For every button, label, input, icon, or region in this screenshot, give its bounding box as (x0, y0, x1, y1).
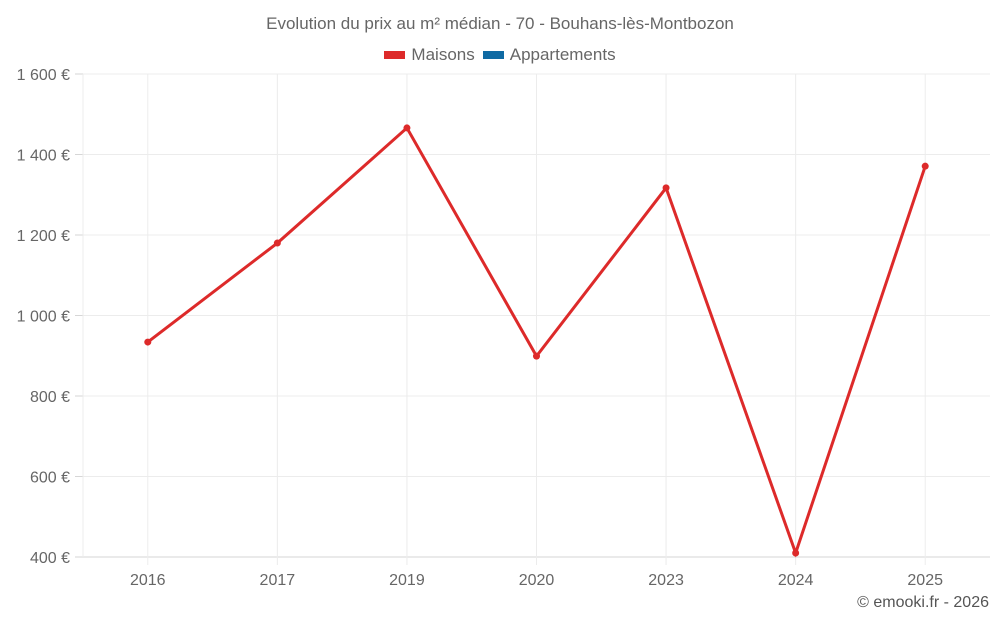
x-tick-label: 2024 (778, 572, 814, 589)
y-tick-label: 1 600 € (17, 67, 70, 84)
data-point[interactable] (403, 124, 411, 132)
data-point[interactable] (144, 338, 152, 346)
x-tick-label: 2023 (648, 572, 684, 589)
data-point[interactable] (273, 239, 281, 247)
legend-swatch-appartements-icon (482, 51, 504, 59)
y-tick-label: 400 € (30, 550, 70, 567)
data-point[interactable] (792, 549, 800, 557)
chart-credit: © emooki.fr - 2026 (857, 594, 989, 611)
legend-label-maisons: Maisons (411, 45, 475, 64)
x-tick-label: 2019 (389, 572, 425, 589)
y-tick-label: 1 000 € (17, 309, 70, 326)
x-tick-label: 2020 (519, 572, 555, 589)
y-tick-label: 1 400 € (17, 148, 70, 165)
data-point[interactable] (921, 162, 929, 170)
x-tick-label: 2017 (260, 572, 296, 589)
y-tick-label: 1 200 € (17, 228, 70, 245)
y-tick-label: 800 € (30, 389, 70, 406)
data-point[interactable] (662, 184, 670, 192)
legend-item-appartements[interactable]: Appartements (482, 45, 616, 65)
legend-swatch-maisons-icon (384, 51, 406, 59)
data-point[interactable] (533, 352, 540, 360)
x-tick-label: 2025 (907, 572, 943, 589)
chart-title: Evolution du prix au m² médian - 70 - Bo… (266, 14, 734, 33)
chart-legend: Maisons Appartements (0, 45, 1000, 65)
legend-label-appartements: Appartements (509, 45, 616, 64)
legend-item-maisons[interactable]: Maisons (384, 45, 475, 65)
y-tick-label: 600 € (30, 470, 70, 487)
x-tick-label: 2016 (130, 572, 166, 589)
